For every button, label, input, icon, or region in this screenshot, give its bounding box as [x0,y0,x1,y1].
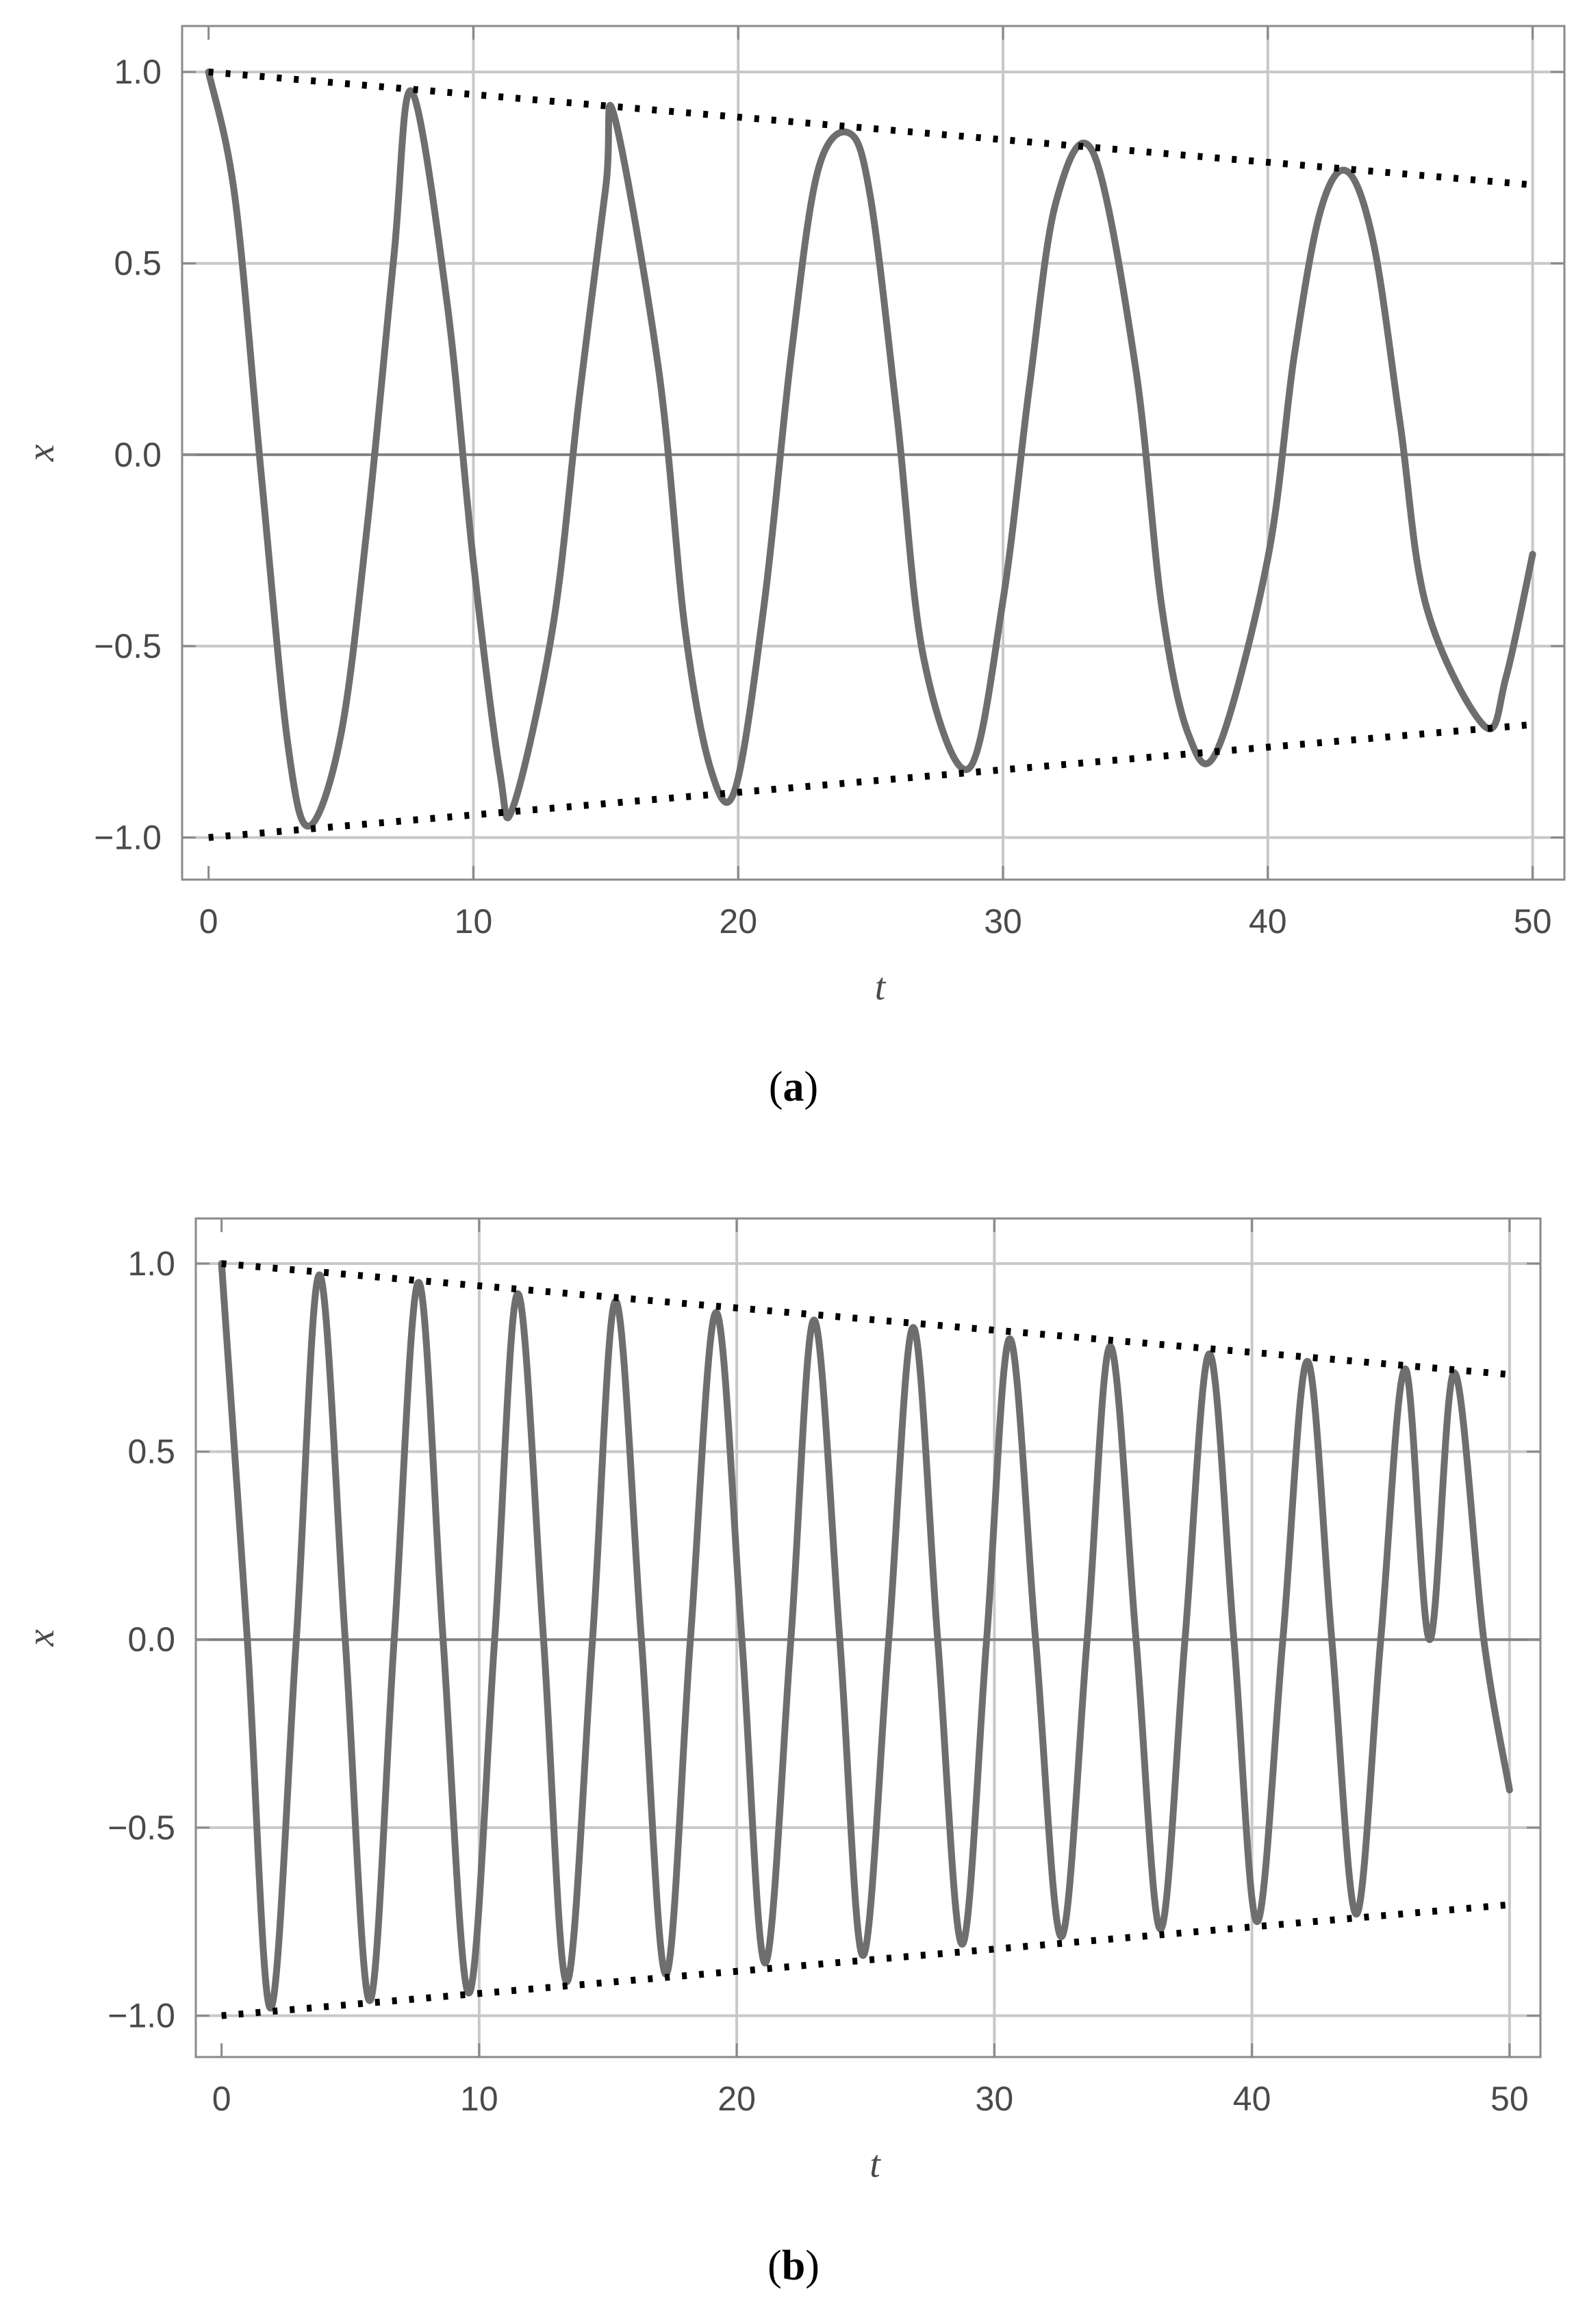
figure-caption: (a) [769,1064,818,1110]
y-tick-label: −0.5 [94,627,162,665]
x-axis-label: t [875,966,887,1008]
y-tick-label: 0.5 [127,1433,175,1471]
x-tick-label: 50 [1490,2080,1529,2118]
x-tick-label: 30 [976,2080,1014,2118]
x-tick-label: 30 [984,902,1022,941]
y-axis-label: x [20,444,62,462]
y-tick-label: −0.5 [107,1809,175,1847]
x-tick-label: 0 [212,2080,231,2118]
y-tick-label: 0.0 [114,435,162,474]
series-line [205,68,1536,830]
x-tick-label: 10 [460,2080,498,2118]
plot-frame [181,25,1566,881]
y-tick-label: 0.0 [127,1620,175,1659]
x-tick-label: 50 [1514,902,1552,941]
chart-a: 0 10 20 30 40 50 1.0 0.5 0.0 −0.5 −1.0 t x (a) [20,25,1566,1110]
y-tick-label: 0.5 [114,244,162,283]
plot-frame [194,1217,1542,2058]
x-tick-label: 0 [199,902,218,941]
x-axis-label: t [869,2143,881,2186]
envelope-line [221,1901,1510,2019]
y-tick-label: −1.0 [107,1997,175,2035]
chart-b: 0 10 20 30 40 50 1.0 0.5 0.0 −0.5 −1.0 t x (b) [20,1217,1542,2289]
y-tick-label: 1.0 [114,53,162,91]
figure-caption: (b) [767,2243,820,2289]
series-line [218,1260,1513,2012]
x-tick-label: 40 [1249,902,1287,941]
x-tick-label: 10 [455,902,493,941]
y-axis-label: x [20,1629,62,1647]
x-tick-label: 20 [718,2080,756,2118]
envelope-line [208,721,1534,841]
x-tick-label: 20 [719,902,757,941]
x-tick-label: 40 [1233,2080,1271,2118]
y-tick-label: 1.0 [127,1244,175,1283]
y-tick-label: −1.0 [94,818,162,856]
